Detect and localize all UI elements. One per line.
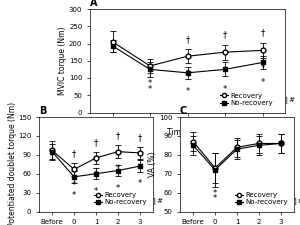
Text: *: * (72, 181, 76, 190)
Text: ] #: ] # (153, 197, 163, 204)
Legend: Recovery, No-recovery: Recovery, No-recovery (234, 191, 288, 206)
Text: †: † (260, 29, 265, 38)
Text: *: * (223, 66, 227, 75)
Text: †: † (94, 138, 98, 147)
Text: *: * (260, 64, 265, 73)
Text: *: * (213, 189, 217, 198)
Legend: Recovery, No-recovery: Recovery, No-recovery (93, 191, 147, 206)
Text: †: † (185, 35, 190, 44)
Text: †: † (72, 149, 76, 158)
Text: *: * (148, 85, 152, 94)
X-axis label: Time (day): Time (day) (167, 128, 208, 137)
Y-axis label: Potentiated doublet torque (Nm): Potentiated doublet torque (Nm) (8, 102, 16, 225)
Text: *: * (116, 184, 120, 193)
Text: *: * (185, 87, 190, 96)
Text: *: * (94, 170, 98, 179)
Text: A: A (90, 0, 98, 8)
Text: *: * (223, 85, 227, 94)
Text: ] ns: ] ns (294, 197, 300, 204)
Text: †: † (116, 132, 120, 141)
Text: *: * (116, 164, 120, 173)
Text: *: * (260, 78, 265, 87)
Text: B: B (39, 106, 46, 116)
Y-axis label: MVIC torque (Nm): MVIC torque (Nm) (58, 27, 68, 95)
Text: *: * (72, 191, 76, 200)
Text: *: * (185, 69, 190, 78)
Text: *: * (138, 165, 142, 174)
Text: C: C (180, 106, 187, 116)
Text: *: * (138, 179, 142, 188)
Text: †: † (223, 30, 227, 39)
Text: †: † (138, 133, 142, 142)
Text: *: * (148, 79, 152, 88)
Y-axis label: VA (%): VA (%) (148, 151, 158, 177)
Text: *: * (213, 194, 217, 203)
Text: ] #: ] # (285, 97, 295, 104)
Legend: Recovery, No-recovery: Recovery, No-recovery (219, 92, 274, 107)
Text: *: * (94, 187, 98, 196)
